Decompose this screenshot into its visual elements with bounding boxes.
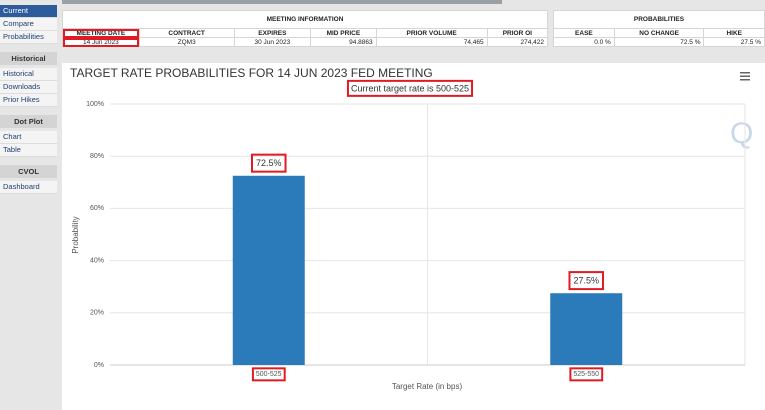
cell: 74,465 [375, 37, 488, 47]
nav-section-title: CVOL [0, 165, 57, 178]
y-tick-label: 0% [94, 362, 104, 369]
probabilities-table: PROBABILITIES EASE NO CHANGE HIKE 0.0 % 72.5… [553, 10, 765, 47]
cell: 14 Jun 2023 [62, 37, 140, 47]
cell: 274,422 [486, 37, 549, 47]
nav-item[interactable]: Current [0, 5, 57, 18]
data-label: 27.5% [573, 276, 599, 286]
cell: 30 Jun 2023 [233, 37, 312, 47]
x-axis-title: Target Rate (in bps) [392, 382, 463, 391]
highlight-box [568, 271, 605, 291]
cell: 72.5 % [613, 37, 705, 47]
highlight-box [251, 367, 286, 382]
column-header: HIKE [703, 28, 765, 38]
column-header: PRIOR OI [486, 28, 549, 38]
x-tick-label: 525-550 [573, 371, 599, 378]
y-tick-label: 80% [90, 153, 104, 160]
nav-item[interactable]: Dashboard [0, 181, 57, 194]
nav-section-title: Historical [0, 52, 57, 65]
x-tick-label: 500-525 [256, 371, 282, 378]
cell: 27.5 % [703, 37, 765, 47]
sidebar: Current Compare Probabilities Historical His… [0, 5, 57, 194]
bar [550, 293, 623, 365]
column-header: CONTRACT [138, 28, 235, 38]
y-tick-label: 20% [90, 310, 104, 317]
highlight-box [250, 153, 287, 173]
cell: 0.0 % [553, 37, 615, 47]
menu-icon[interactable] [740, 72, 750, 81]
chart-title: TARGET RATE PROBABILITIES FOR 14 JUN 202… [70, 66, 433, 80]
nav-item[interactable]: Chart [0, 131, 57, 144]
column-header: NO CHANGE [613, 28, 705, 38]
nav-item[interactable]: Prior Hikes [0, 94, 57, 107]
logo: Q [730, 117, 753, 150]
column-header: EASE [553, 28, 615, 38]
highlight-box [569, 367, 604, 382]
table-title: MEETING INFORMATION [62, 10, 548, 29]
chart: TARGET RATE PROBABILITIES FOR 14 JUN 202… [62, 63, 765, 410]
chart-subtitle: Current target rate is 500-525 [351, 83, 469, 93]
nav-item[interactable]: Probabilities [0, 31, 57, 44]
column-header: MID PRICE [310, 28, 377, 38]
bar [232, 175, 305, 365]
nav-section-title: Dot Plot [0, 115, 57, 128]
highlight-box [346, 79, 474, 97]
y-tick-label: 60% [90, 205, 104, 212]
column-header: MEETING DATE [62, 28, 140, 38]
table-title: PROBABILITIES [553, 10, 765, 29]
top-tabs [62, 0, 502, 4]
nav-item[interactable]: Table [0, 144, 57, 157]
cell: ZQM3 [138, 37, 235, 47]
data-label: 72.5% [256, 158, 282, 168]
y-tick-label: 100% [86, 101, 104, 108]
y-tick-label: 40% [90, 257, 104, 264]
column-header: EXPIRES [233, 28, 312, 38]
nav-item[interactable]: Historical [0, 68, 57, 81]
cell: 94.8863 [310, 37, 377, 47]
nav-item[interactable]: Compare [0, 18, 57, 31]
nav-item[interactable]: Downloads [0, 81, 57, 94]
column-header: PRIOR VOLUME [375, 28, 488, 38]
meeting-table: MEETING INFORMATION MEETING DATE CONTRACT… [62, 10, 549, 47]
y-axis-title: Probability [71, 216, 80, 253]
